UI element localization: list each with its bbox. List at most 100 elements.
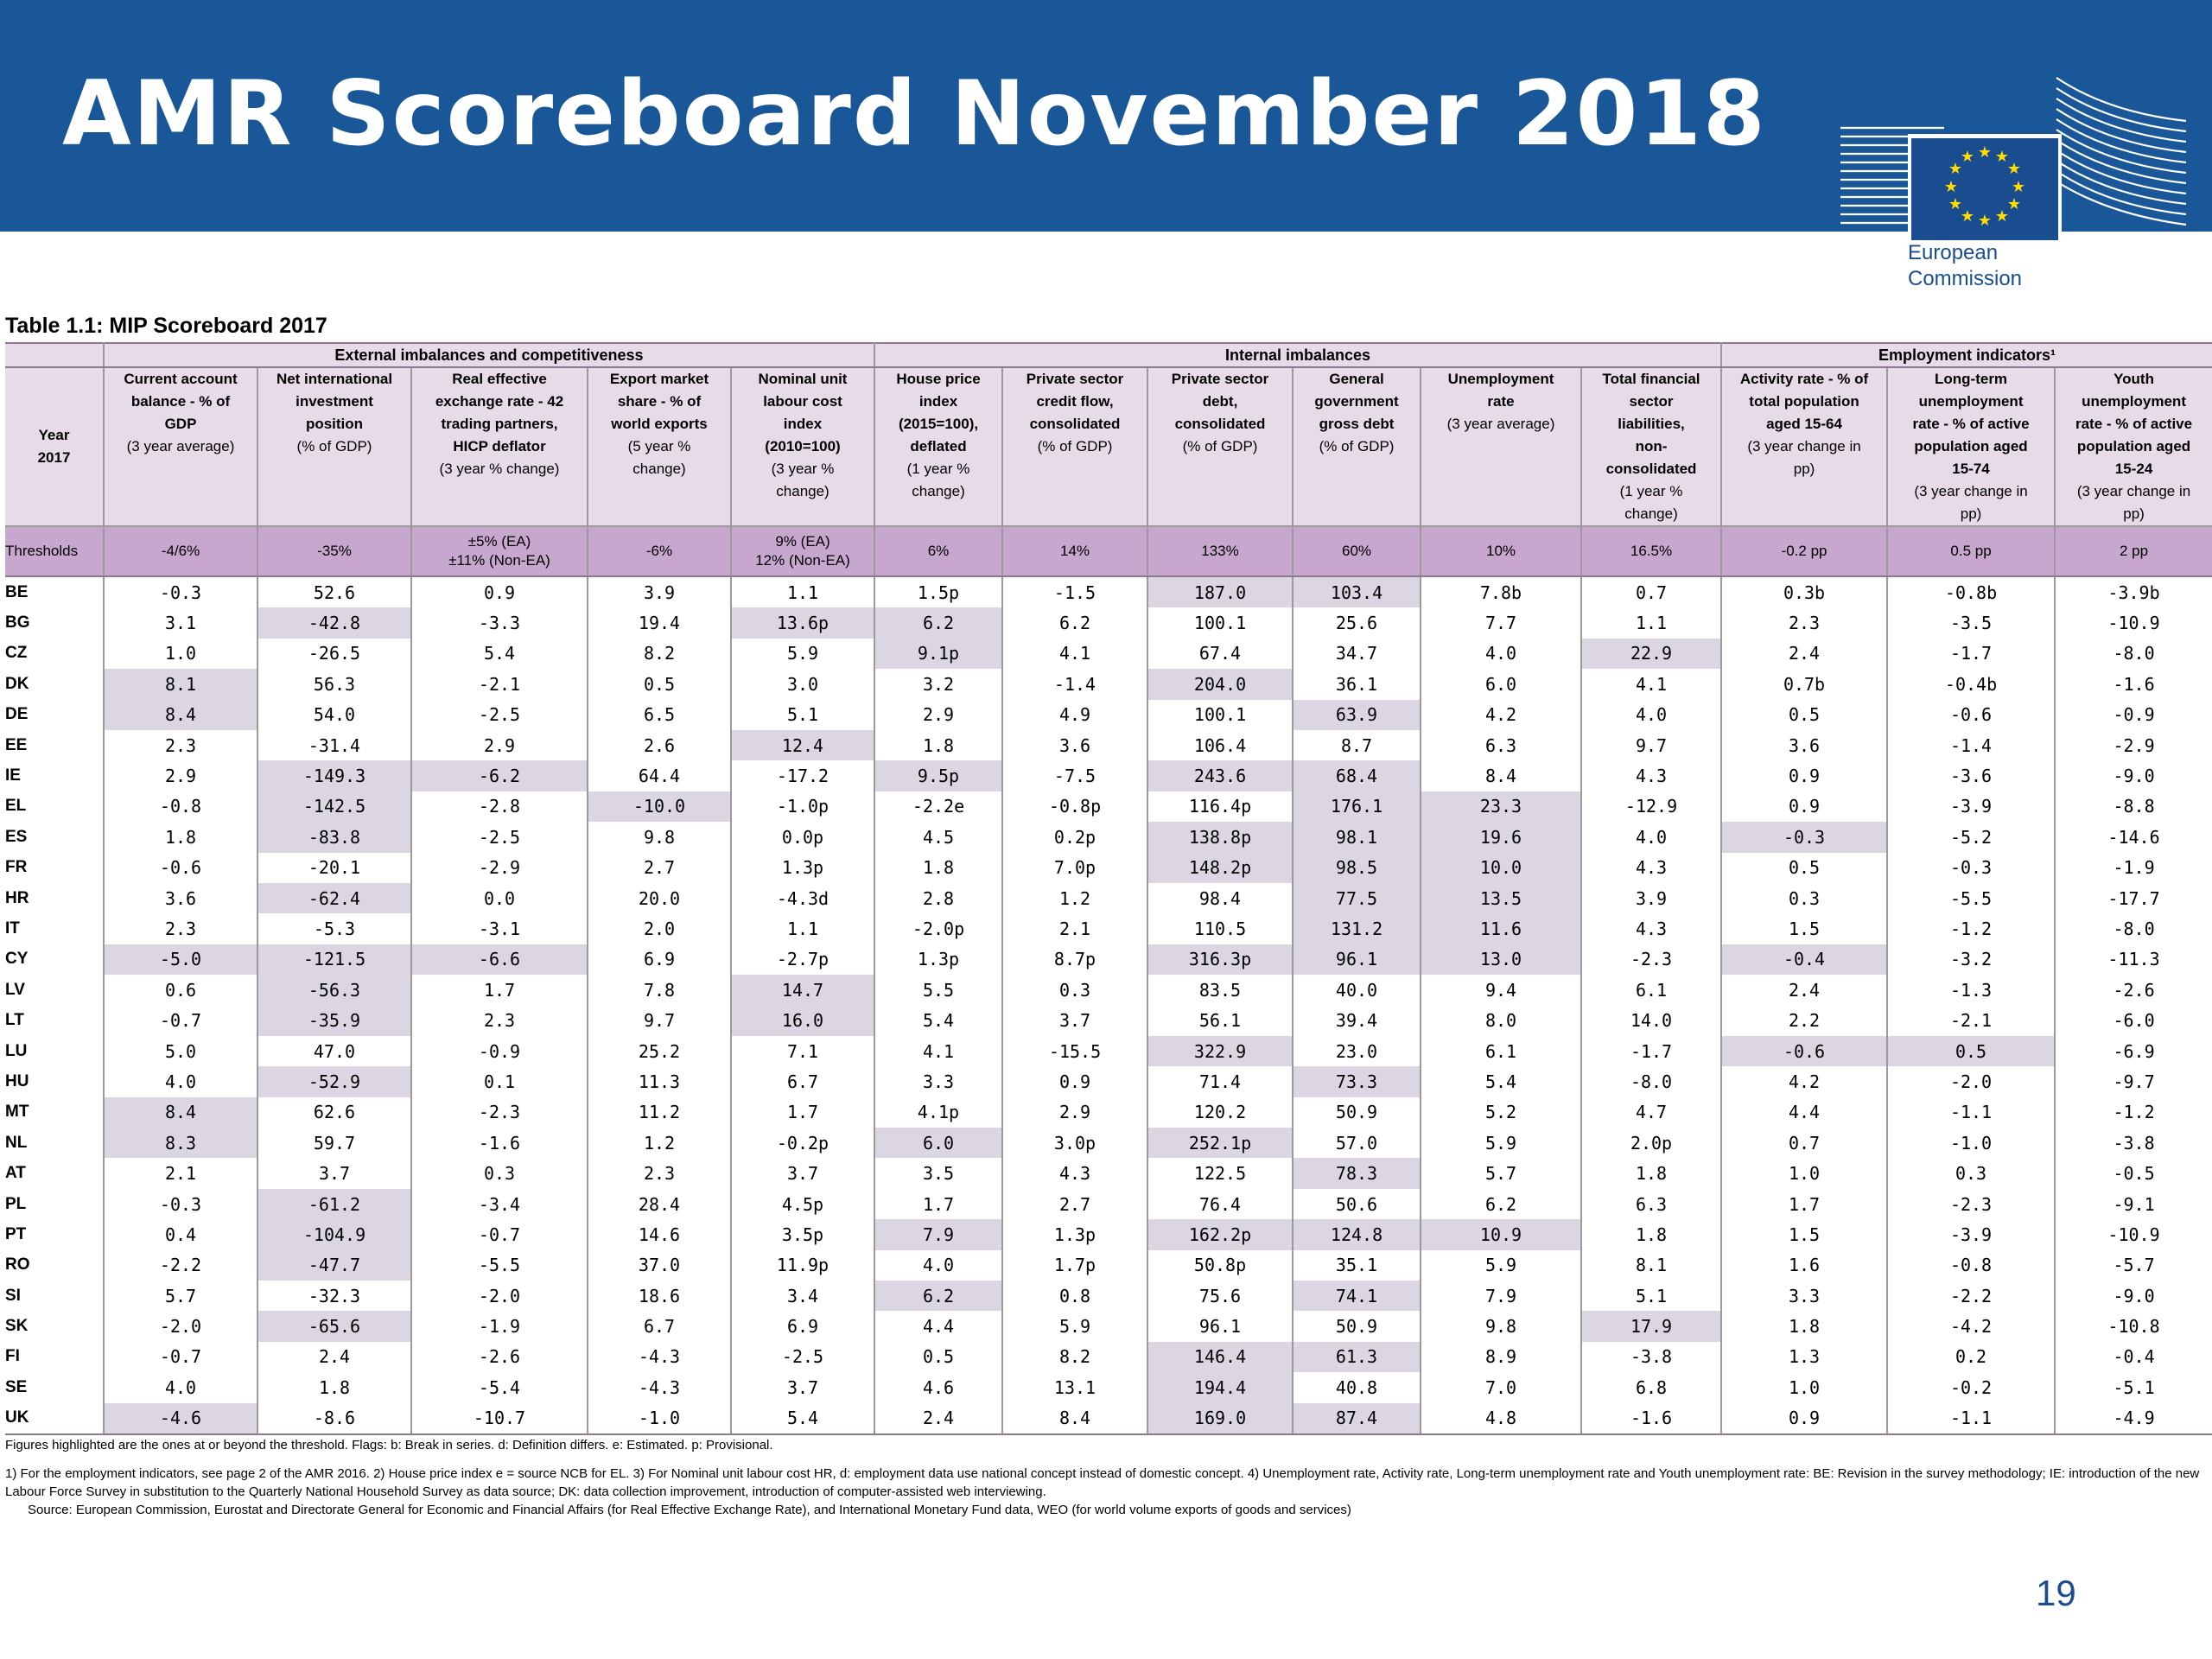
value-cell: 11.3 <box>588 1066 732 1097</box>
column-header-title-line: non- <box>1635 438 1668 454</box>
value-cell: -5.2 <box>1887 822 2056 853</box>
value-cell: -4.3d <box>731 882 876 914</box>
value-cell: 1.8 <box>1581 1158 1723 1189</box>
value-cell: -2.9 <box>2113 734 2155 756</box>
column-header-title-line: population aged <box>1914 438 2028 454</box>
column-header-title-line: Unemployment <box>1447 371 1554 387</box>
value-cell: 4.2 <box>1421 699 1583 730</box>
value-cell: 6.7 <box>588 1311 732 1342</box>
value-cell: -0.7 <box>104 1341 258 1373</box>
value-cell: -12.9 <box>1581 791 1723 823</box>
value-cell: 6.0 <box>1421 669 1583 700</box>
value-cell: 0.5 <box>1721 852 1889 883</box>
value-cell: 4.0 <box>1421 638 1583 670</box>
value-cell: 3.3 <box>874 1066 1004 1097</box>
value-cell: -42.8 <box>257 607 412 639</box>
country-code: DK <box>5 669 105 700</box>
value-cell: -3.9b <box>2107 582 2160 603</box>
column-header-title-line: gross debt <box>1319 416 1395 432</box>
value-cell: 1.0 <box>1721 1372 1889 1403</box>
value-cell: 4.2 <box>1721 1066 1889 1097</box>
column-header-title-line: Total financial <box>1602 371 1700 387</box>
thresholds-label: Thresholds <box>5 525 105 577</box>
svg-text:★: ★ <box>1995 207 2009 226</box>
column-header-6: Private sector credit flow, consolidated (%… <box>1002 367 1149 527</box>
value-cell: -0.6 <box>1721 1035 1889 1067</box>
value-cell: 1.7 <box>874 1188 1004 1220</box>
value-cell: -7.5 <box>1002 760 1149 791</box>
value-cell: 187.0 <box>1147 576 1294 608</box>
column-header-title-line: position <box>305 416 364 432</box>
value-cell: 6.7 <box>731 1066 876 1097</box>
value-cell: 2.3 <box>588 1158 732 1189</box>
column-header-title-line: exchange rate - 42 <box>435 393 564 410</box>
value-cell: 6.3 <box>1421 729 1583 761</box>
table-row-nl: NL 8.3 59.7 -1.6 1.2 -0.2p 6.0 3.0p 252.1p 57.0 5.… <box>5 1128 2212 1159</box>
value-cell: -17.7 <box>2107 887 2160 909</box>
value-cell: 116.4p <box>1147 791 1294 823</box>
value-cell: -9.1 <box>2113 1193 2155 1215</box>
value-cell: 7.7 <box>1421 607 1583 639</box>
value-cell: 8.9 <box>1421 1341 1583 1373</box>
threshold-cell: -4/6% <box>104 525 258 577</box>
value-cell: 1.1 <box>1581 607 1723 639</box>
value-cell: 98.4 <box>1147 882 1294 914</box>
value-cell: -8.0 <box>2113 918 2155 939</box>
value-cell: 6.1 <box>1421 1035 1583 1067</box>
threshold-cell: 9% (EA) 12% (Non-EA) <box>731 525 876 577</box>
threshold-value: 133% <box>1201 543 1239 559</box>
column-header-unit-line: (5 year % <box>627 438 691 454</box>
value-cell: 316.3p <box>1147 944 1294 976</box>
value-cell: 0.0 <box>411 882 588 914</box>
column-header-title-line: Nominal unit <box>758 371 848 387</box>
value-cell: -5.5 <box>411 1249 588 1281</box>
mip-scoreboard-table: External imbalances and competitiveness … <box>5 342 2212 1435</box>
value-cell: 8.0 <box>1421 1005 1583 1036</box>
value-cell: -62.4 <box>257 882 412 914</box>
value-cell: 73.3 <box>1293 1066 1422 1097</box>
value-cell: -1.0 <box>588 1402 732 1435</box>
value-cell: 1.5p <box>874 576 1004 608</box>
column-header-unit-line: (3 year % change) <box>439 461 560 477</box>
value-cell: 0.3 <box>1887 1158 2056 1189</box>
column-header-1: Net international investment position (% of… <box>257 367 412 527</box>
table-row-es: ES 1.8 -83.8 -2.5 9.8 0.0p 4.5 0.2p 138.8p 98.1 19… <box>5 822 2212 853</box>
value-cell: 3.6 <box>1721 729 1889 761</box>
value-cell: 110.5 <box>1147 913 1294 944</box>
value-cell: -83.8 <box>257 822 412 853</box>
value-cell: 68.4 <box>1293 760 1422 791</box>
table-caption: Table 1.1: MIP Scoreboard 2017 <box>5 314 327 338</box>
country-code: LV <box>5 975 105 1006</box>
value-cell: 6.0 <box>874 1128 1004 1159</box>
value-cell: 98.1 <box>1293 822 1422 853</box>
value-cell: -5.3 <box>257 913 412 944</box>
column-header-0: Current account balance - % of GDP (3 year … <box>104 367 258 527</box>
value-cell: -2.0 <box>1887 1066 2056 1097</box>
value-cell: 2.9 <box>411 729 588 761</box>
country-code: FI <box>5 1341 105 1373</box>
threshold-value: -6% <box>645 543 673 559</box>
value-cell: 4.1p <box>874 1096 1004 1128</box>
table-row-cz: CZ 1.0 -26.5 5.4 8.2 5.9 9.1p 4.1 67.4 34.7 4.0 22.… <box>5 638 2212 670</box>
column-header-title-line: Real effective <box>452 371 547 387</box>
value-cell: -6.2 <box>411 760 588 791</box>
column-header-unit-line: pp) <box>1793 461 1815 477</box>
value-cell: -35.9 <box>257 1005 412 1036</box>
value-cell: 146.4 <box>1147 1341 1294 1373</box>
value-cell: 4.3 <box>1002 1158 1149 1189</box>
country-code: SK <box>5 1311 105 1342</box>
svg-text:★: ★ <box>2007 195 2021 213</box>
value-cell: 2.7 <box>1002 1188 1149 1220</box>
country-code: FR <box>5 852 105 883</box>
value-cell: -1.0 <box>1887 1128 2056 1159</box>
threshold-cell: 0.5 pp <box>1887 525 2056 577</box>
value-cell: -0.7 <box>104 1005 258 1036</box>
value-cell: -26.5 <box>257 638 412 670</box>
value-cell: 4.7 <box>1581 1096 1723 1128</box>
value-cell: 4.3 <box>1581 852 1723 883</box>
value-cell: 50.9 <box>1293 1311 1422 1342</box>
value-cell: 8.4 <box>104 699 258 730</box>
value-cell: 78.3 <box>1293 1158 1422 1189</box>
value-cell: 5.2 <box>1421 1096 1583 1128</box>
value-cell: -2.0p <box>874 913 1004 944</box>
